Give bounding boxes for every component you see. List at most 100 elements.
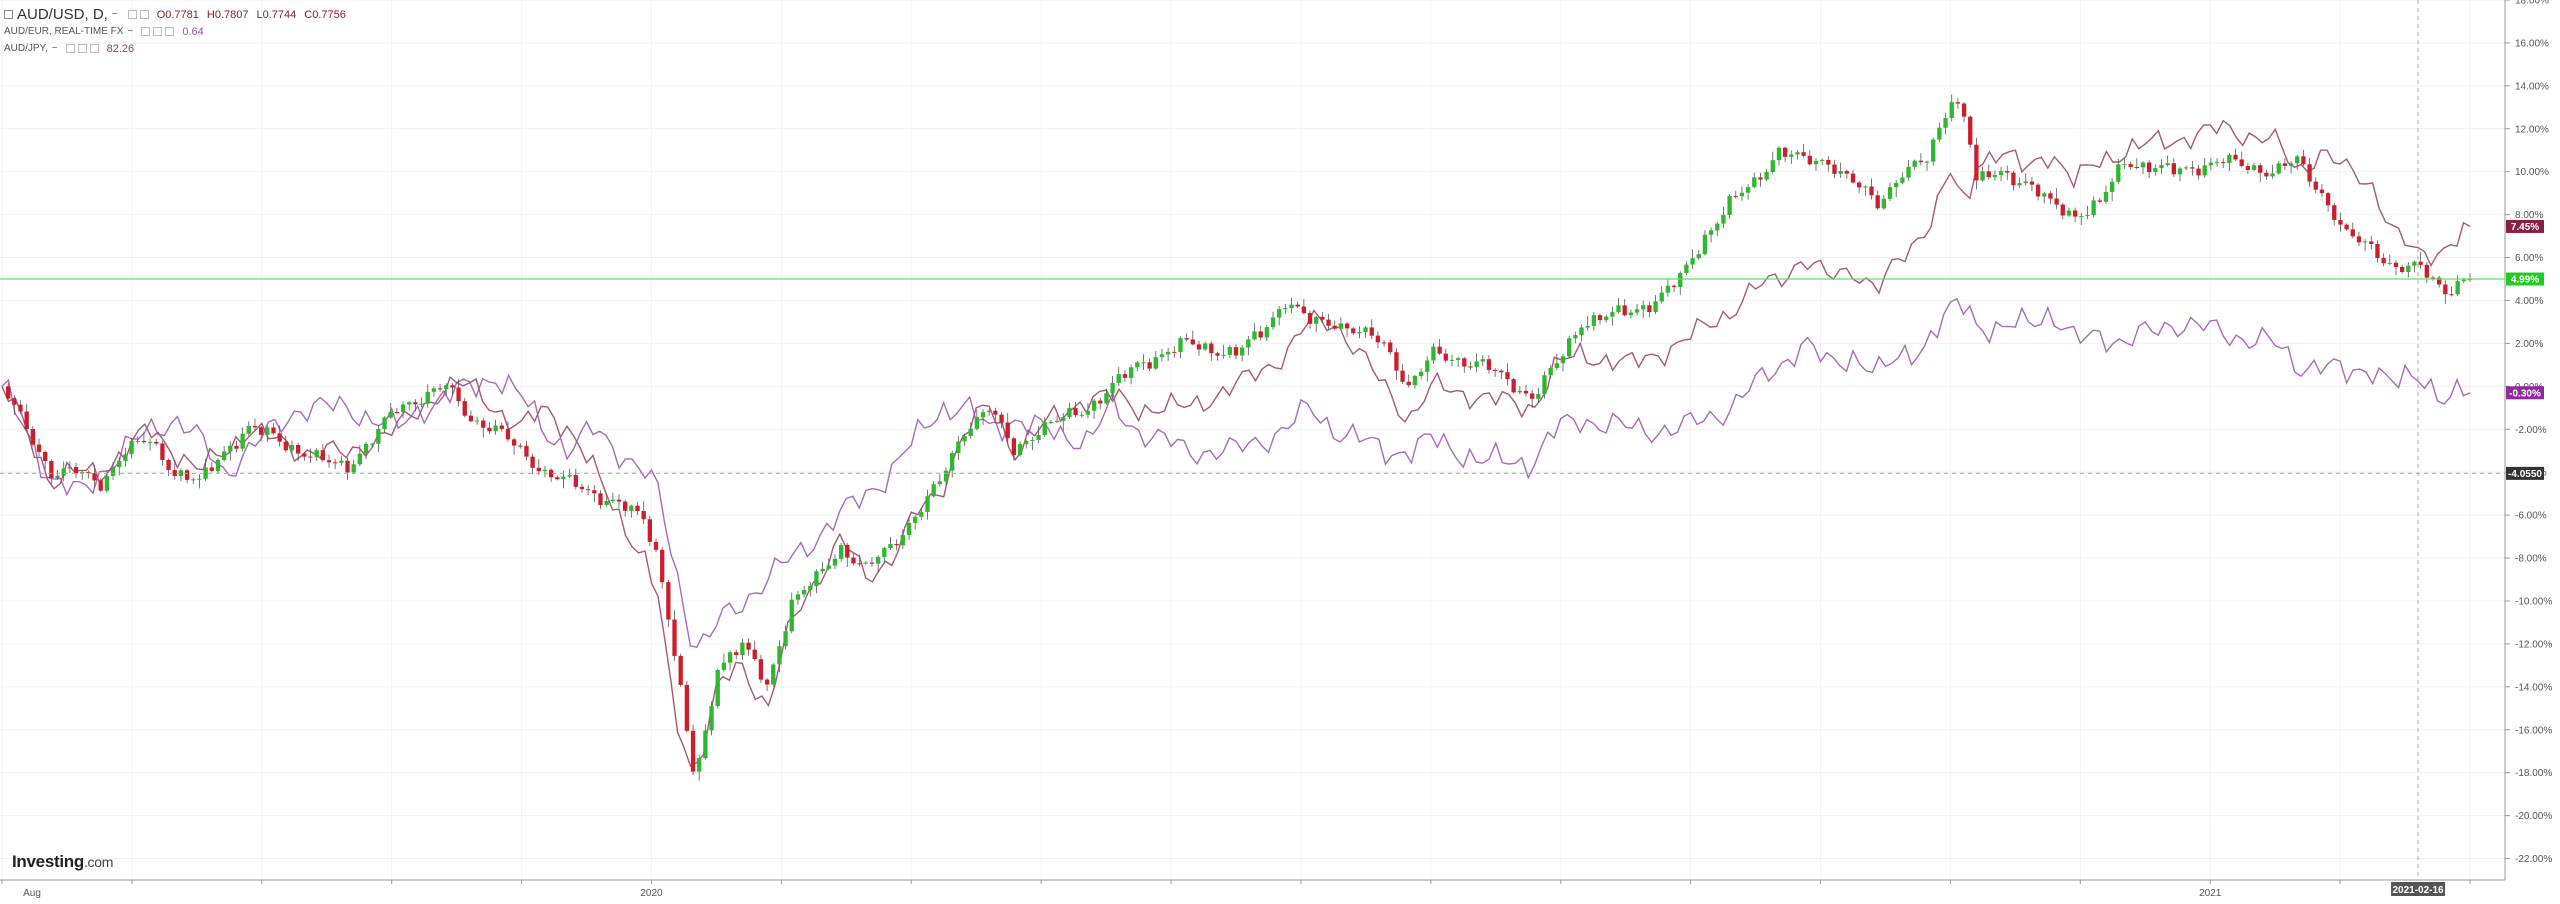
candle-body [123, 454, 128, 461]
candle-body [851, 557, 856, 564]
candle-body [783, 631, 788, 647]
candle-body [931, 484, 936, 497]
candle-body [1567, 338, 1572, 357]
candle-body [999, 414, 1004, 423]
candle-body [283, 441, 288, 451]
candle-body [1943, 117, 1948, 128]
candle-body [1949, 102, 1954, 118]
candle-body [919, 511, 924, 517]
compare1-hide-icon[interactable] [141, 27, 151, 36]
main-symbol-label[interactable]: AUD/USD, D, [17, 6, 108, 23]
candle-body [2258, 165, 2263, 173]
candle-body [1881, 198, 1887, 209]
candle-body [845, 544, 850, 558]
candle-body [1776, 147, 1782, 161]
candle-body [1789, 154, 1794, 157]
candle-body [925, 496, 930, 512]
compare2-menu-icon[interactable]: ~ [51, 43, 58, 54]
candle-body [1215, 353, 1220, 356]
candle-body [1054, 420, 1060, 422]
candle-body [653, 541, 659, 550]
price-tick-label: -10.00% [2515, 596, 2552, 607]
candle-body [1283, 308, 1288, 310]
compare2-name[interactable]: AUD/JPY, [4, 43, 48, 54]
candle-body [2208, 162, 2214, 166]
compare1-remove-icon[interactable] [165, 27, 175, 36]
compare2-settings-icon[interactable] [77, 44, 87, 53]
main-symbol-menu-icon[interactable]: ~ [111, 9, 118, 20]
candle-body [1924, 161, 1930, 163]
candle-body [289, 445, 295, 451]
series-settings-icon[interactable] [139, 10, 149, 19]
hide-series-icon[interactable] [127, 10, 137, 19]
candle-body [98, 480, 103, 491]
candle-body [1005, 422, 1010, 439]
candle-body [715, 670, 720, 707]
candle-body [2184, 167, 2189, 169]
candle-body [1530, 393, 1535, 399]
candle-body [1147, 362, 1152, 369]
candle-body [6, 386, 11, 399]
candle-body [92, 473, 97, 481]
candle-body [888, 543, 893, 548]
candle-body [2264, 172, 2269, 177]
candle-body [1523, 390, 1529, 394]
candle-body [2288, 163, 2294, 166]
compare1-last-badge-box [2506, 219, 2544, 233]
candle-body [2227, 154, 2232, 164]
candle-body [598, 493, 603, 505]
candle-body [740, 642, 745, 655]
compare2-remove-icon[interactable] [89, 44, 99, 53]
candle-body [1159, 354, 1165, 358]
candle-body [2097, 200, 2102, 202]
candle-body [1264, 327, 1270, 338]
candle-body [1320, 316, 1325, 320]
candle-body [1597, 315, 1603, 321]
candle-body [1579, 327, 1584, 336]
compare1-menu-icon[interactable]: ~ [127, 26, 134, 37]
candle-body [1653, 301, 1658, 312]
collapse-legend-icon[interactable] [4, 10, 13, 19]
candle-body [993, 410, 998, 415]
candle-body [2017, 183, 2022, 186]
candle-body [1351, 328, 1356, 334]
candle-body [1610, 312, 1615, 317]
candle-body [147, 441, 153, 443]
candle-body [2196, 168, 2201, 176]
candle-body [277, 433, 282, 442]
candle-body [1165, 351, 1171, 355]
candle-body [1221, 354, 1226, 356]
candle-body [215, 460, 221, 471]
legend-compare1-row: AUD/EUR, REAL-TIME FX ~ 0.64 [4, 23, 346, 40]
candle-body [1906, 166, 1911, 178]
crosshair-price-label: -4.0550 [2508, 469, 2542, 480]
candle-body [2060, 204, 2065, 216]
candle-body [2214, 162, 2220, 164]
candle-body [1048, 421, 1054, 423]
time-label: 2020 [640, 888, 663, 899]
compare1-settings-icon[interactable] [153, 27, 163, 36]
candle-body [882, 547, 887, 557]
compare1-name[interactable]: AUD/EUR, REAL-TIME FX [4, 26, 124, 37]
candle-body [1690, 258, 1695, 265]
candle-body [80, 472, 85, 474]
candle-body [172, 470, 177, 476]
candle-body [49, 461, 54, 479]
compare2-hide-icon[interactable] [65, 44, 75, 53]
candle-body [228, 445, 233, 452]
candle-body [579, 486, 585, 490]
candle-body [363, 443, 369, 454]
candle-body [2338, 220, 2343, 225]
candle-body [2301, 156, 2306, 165]
candle-body [135, 440, 140, 442]
candle-body [709, 706, 714, 731]
candle-body [1887, 187, 1893, 199]
candle-body [1850, 173, 1856, 183]
time-axis[interactable]: Aug 2020 2021 [0, 879, 2505, 899]
candle-body [2190, 167, 2195, 169]
price-tick-label: -2.00% [2515, 425, 2547, 436]
candle-body [660, 549, 665, 583]
